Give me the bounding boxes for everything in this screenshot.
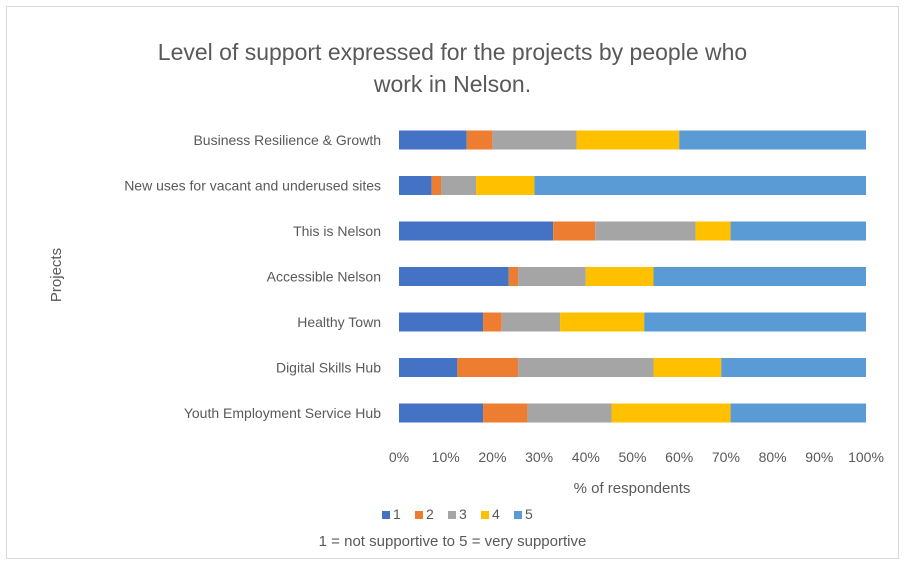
scale-note: 1 = not supportive to 5 = very supportiv… bbox=[318, 533, 587, 550]
x-tick-label: 80% bbox=[759, 449, 787, 465]
legend-swatch-4 bbox=[481, 511, 489, 519]
legend-label: 1 bbox=[393, 506, 401, 522]
bar-segment-2 bbox=[483, 403, 528, 423]
bar-segment-5 bbox=[653, 267, 866, 286]
legend-swatch-5 bbox=[514, 511, 522, 519]
bar-segment-1 bbox=[399, 312, 484, 332]
bar-segment-3 bbox=[595, 221, 696, 241]
bar-segment-5 bbox=[679, 130, 866, 150]
bar-segment-3 bbox=[501, 312, 561, 332]
bar-segment-3 bbox=[518, 358, 654, 377]
bar-segment-4 bbox=[585, 267, 654, 286]
bar-segment-5 bbox=[730, 403, 866, 423]
bar-segment-2 bbox=[431, 176, 442, 195]
bar-segment-5 bbox=[534, 176, 866, 195]
category-label: Youth Employment Service Hub bbox=[184, 405, 381, 421]
bar-segment-2 bbox=[553, 221, 596, 241]
bar-segment-1 bbox=[399, 403, 484, 423]
legend-label: 4 bbox=[492, 506, 500, 522]
x-tick-label: 20% bbox=[478, 449, 506, 465]
legend-swatch-3 bbox=[448, 511, 456, 519]
bar-segment-4 bbox=[476, 176, 535, 195]
bar-segment-2 bbox=[457, 358, 519, 377]
legend-label: 2 bbox=[426, 506, 434, 522]
x-tick-label: 50% bbox=[618, 449, 646, 465]
bar-segment-1 bbox=[399, 358, 458, 377]
bar-segment-5 bbox=[721, 358, 866, 377]
category-label: Digital Skills Hub bbox=[276, 360, 381, 376]
bar-segment-4 bbox=[695, 221, 731, 241]
bar-segment-2 bbox=[508, 267, 519, 286]
bar-segment-1 bbox=[399, 267, 509, 286]
bar-segment-1 bbox=[399, 130, 467, 150]
x-tick-label: 70% bbox=[712, 449, 740, 465]
legend-label: 3 bbox=[459, 506, 467, 522]
legend-swatch-2 bbox=[415, 511, 423, 519]
category-label: Business Resilience & Growth bbox=[193, 132, 381, 148]
chart-title-line-2: work in Nelson. bbox=[373, 71, 532, 97]
bar-segment-3 bbox=[492, 130, 577, 150]
x-tick-label: 40% bbox=[572, 449, 600, 465]
bar-segment-4 bbox=[653, 358, 722, 377]
bar-segment-2 bbox=[466, 130, 493, 150]
chart-title-line-1: Level of support expressed for the proje… bbox=[157, 39, 748, 65]
category-label: This is Nelson bbox=[293, 223, 381, 239]
category-label: Accessible Nelson bbox=[267, 269, 381, 285]
bar-segment-1 bbox=[399, 176, 432, 195]
x-tick-label: 90% bbox=[805, 449, 833, 465]
legend-label: 5 bbox=[525, 506, 533, 522]
x-tick-label: 10% bbox=[432, 449, 460, 465]
x-tick-label: 30% bbox=[525, 449, 553, 465]
category-label: New uses for vacant and underused sites bbox=[124, 178, 381, 194]
x-tick-label: 60% bbox=[665, 449, 693, 465]
bar-segment-4 bbox=[560, 312, 645, 332]
bar-segment-1 bbox=[399, 221, 554, 241]
x-tick-label: 100% bbox=[848, 449, 884, 465]
bar-segment-3 bbox=[518, 267, 586, 286]
y-axis-title: Projects bbox=[48, 248, 65, 302]
bar-segment-2 bbox=[483, 312, 502, 332]
bar-segment-4 bbox=[576, 130, 680, 150]
bar-segment-3 bbox=[527, 403, 612, 423]
legend-swatch-1 bbox=[382, 511, 390, 519]
bar-segment-3 bbox=[441, 176, 477, 195]
bar-segment-5 bbox=[644, 312, 866, 332]
x-axis-title: % of respondents bbox=[574, 480, 691, 497]
x-tick-label: 0% bbox=[389, 449, 409, 465]
bar-segment-4 bbox=[611, 403, 731, 423]
bar-segment-5 bbox=[730, 221, 866, 241]
category-label: Healthy Town bbox=[297, 314, 381, 330]
